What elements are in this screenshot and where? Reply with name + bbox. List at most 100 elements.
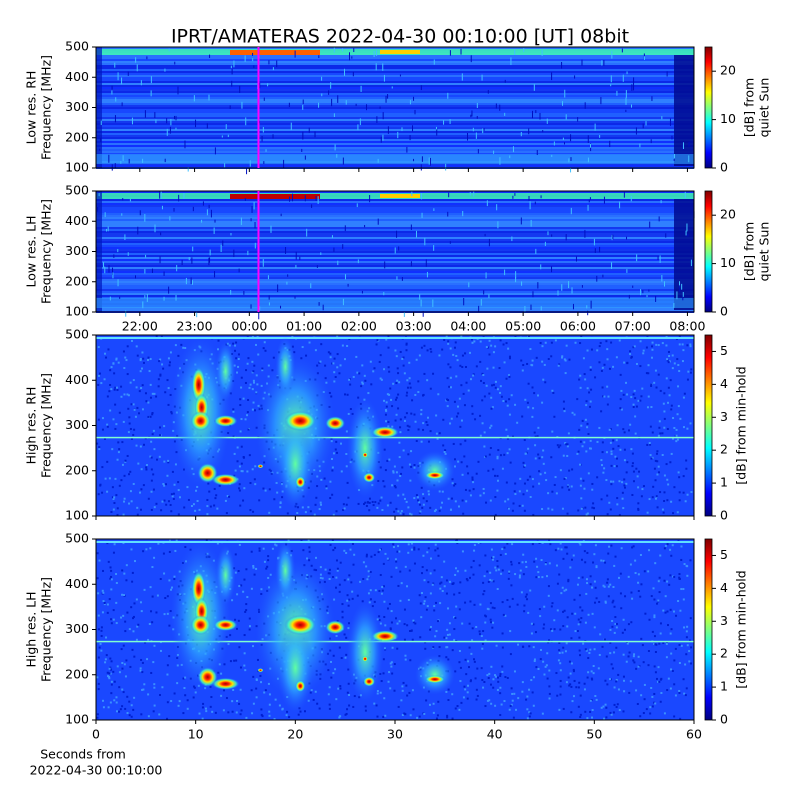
spectrogram-texture xyxy=(657,599,660,602)
spectrogram-texture xyxy=(639,340,642,343)
spectrogram-texture xyxy=(410,261,412,267)
spectrogram-texture xyxy=(216,542,219,545)
spectrogram-texture xyxy=(528,645,531,648)
spectrogram-texture xyxy=(657,666,660,669)
spectrogram-texture xyxy=(294,296,296,299)
spectrogram-texture xyxy=(670,554,673,557)
spectrogram-texture xyxy=(198,712,201,715)
spectrogram-texture xyxy=(395,617,398,620)
spectrogram-texture xyxy=(96,201,694,203)
spectrogram-texture xyxy=(399,474,402,477)
spectrogram-texture xyxy=(157,385,160,388)
spectrogram-texture xyxy=(582,642,585,645)
spectrogram-texture xyxy=(306,557,309,560)
spectrogram-texture xyxy=(617,673,620,676)
spectrogram-texture xyxy=(630,621,633,624)
spectrogram-texture xyxy=(328,703,331,706)
spectrogram-texture xyxy=(110,578,113,581)
spectrogram-texture xyxy=(263,341,266,344)
spectrogram-texture xyxy=(250,304,252,309)
spectrogram-texture xyxy=(372,370,375,373)
spectrogram-texture xyxy=(361,600,364,603)
spectrogram-texture xyxy=(334,668,337,671)
spectrogram-texture xyxy=(380,50,420,54)
spectrogram-texture xyxy=(492,678,495,681)
spectrogram-texture xyxy=(598,361,601,364)
spectrogram-texture xyxy=(96,149,694,151)
spectrogram-texture xyxy=(656,460,659,463)
spectrogram-texture xyxy=(123,367,126,370)
spectrogram-texture xyxy=(292,193,294,202)
colorbar xyxy=(704,190,713,313)
spectrogram-texture xyxy=(337,687,340,690)
spectrogram-texture xyxy=(656,473,659,476)
spectrogram-texture xyxy=(377,218,379,225)
spectrogram-texture xyxy=(379,548,382,551)
spectrogram-texture xyxy=(98,446,101,449)
spectrogram-texture xyxy=(499,104,501,111)
spectrogram-texture xyxy=(113,388,116,391)
spectrogram-texture xyxy=(671,669,674,672)
spectrogram-texture xyxy=(424,471,445,480)
spectrogram-texture xyxy=(567,580,570,583)
spectrogram-texture xyxy=(464,352,467,355)
y-tick-label: 100 xyxy=(65,712,89,727)
spectrogram-texture xyxy=(456,705,459,708)
spectrogram-texture xyxy=(590,348,593,351)
spectrogram-texture xyxy=(629,350,632,353)
spectrogram-texture xyxy=(557,364,560,367)
spectrogram-texture xyxy=(426,551,429,554)
spectrogram-texture xyxy=(423,344,426,347)
spectrogram-texture xyxy=(182,677,185,680)
spectrogram-texture xyxy=(213,504,216,507)
spectrogram-texture xyxy=(401,714,404,717)
spectrogram-texture xyxy=(353,695,356,698)
spectrogram-texture xyxy=(252,675,255,678)
spectrogram-texture xyxy=(390,575,393,578)
spectrogram-texture xyxy=(492,686,495,689)
spectrogram-texture xyxy=(386,557,389,560)
spectrogram-texture xyxy=(496,489,499,492)
spectrogram-texture xyxy=(284,614,317,635)
spectrogram-texture xyxy=(447,92,449,99)
spectrogram-texture xyxy=(585,513,588,516)
spectrogram-texture xyxy=(343,633,346,636)
spectrogram-texture xyxy=(96,287,694,289)
spectrogram-texture xyxy=(638,470,641,473)
spectrogram-texture xyxy=(105,654,108,657)
spectrogram-texture xyxy=(366,104,368,111)
spectrogram-texture xyxy=(236,460,239,463)
spectrogram-texture xyxy=(497,221,499,229)
spectrogram-texture xyxy=(676,413,679,416)
spectrogram-texture xyxy=(255,567,258,570)
spectrogram-texture xyxy=(384,624,387,627)
spectrogram-texture xyxy=(684,500,687,503)
spectrogram-texture xyxy=(438,432,441,435)
spectrogram-texture xyxy=(113,254,115,258)
spectrogram-texture xyxy=(445,335,448,338)
spectrogram-texture xyxy=(544,561,547,564)
spectrogram-texture xyxy=(610,663,613,666)
spectrogram-texture xyxy=(376,116,378,123)
spectrogram-texture xyxy=(142,484,145,487)
spectrogram-texture xyxy=(594,376,597,379)
spectrogram-texture xyxy=(142,158,144,163)
spectrogram-texture xyxy=(443,585,446,588)
spectrogram-texture xyxy=(483,128,485,131)
colorbar-tick-label: 3 xyxy=(720,409,728,424)
spectrogram-texture xyxy=(96,436,694,439)
spectrogram-texture xyxy=(667,350,670,353)
spectrogram-texture xyxy=(610,464,613,467)
spectrogram-texture xyxy=(151,392,154,395)
spectrogram-texture xyxy=(100,120,102,125)
spectrogram-texture xyxy=(562,400,565,403)
spectrogram-texture xyxy=(226,495,229,498)
spectrogram-texture xyxy=(491,626,494,629)
spectrogram-texture xyxy=(432,702,435,705)
spectrogram-texture xyxy=(137,226,139,235)
spectrogram-texture xyxy=(109,384,112,387)
spectrogram-texture xyxy=(239,713,242,716)
spectrogram-texture xyxy=(587,472,590,475)
spectrogram-texture xyxy=(599,341,602,344)
spectrogram-texture xyxy=(677,405,680,408)
